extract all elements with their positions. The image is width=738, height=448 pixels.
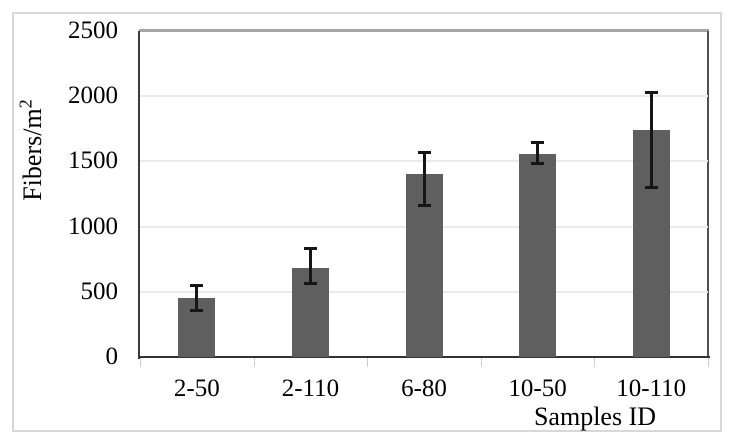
xtick-label-6-80: 6-80 [401, 375, 447, 402]
xtick-label-10-50: 10-50 [508, 375, 567, 402]
error-cap-top-6-80 [417, 150, 431, 154]
xtick-label-2-110: 2-110 [281, 375, 340, 402]
error-bar-2-110 [308, 250, 312, 282]
error-bar-6-80 [422, 153, 426, 204]
error-bar-10-50 [536, 143, 540, 163]
ytick-label-500: 500 [80, 277, 119, 305]
xtick-label-2-50: 2-50 [173, 375, 220, 402]
error-bar-2-50 [195, 287, 199, 310]
error-bar-10-110 [649, 93, 653, 186]
ytick-label-2500: 2500 [68, 17, 118, 44]
gridline [140, 95, 708, 98]
x-axis-title: Samples ID [533, 402, 657, 431]
error-cap-bottom-6-80 [417, 203, 431, 207]
xtick-label-10-110: 10-110 [616, 375, 687, 402]
plot-top-border [139, 29, 709, 32]
x-axis-line [138, 356, 710, 358]
error-cap-top-2-50 [190, 284, 204, 288]
x-boundary-tick [253, 358, 255, 367]
ytick-label-0: 0 [105, 343, 119, 370]
y-axis-title-superscript: 2 [15, 99, 36, 109]
error-cap-top-2-110 [303, 247, 317, 251]
error-cap-bottom-10-110 [644, 185, 658, 189]
plot-right-border [707, 31, 709, 357]
y-axis-title-text: Fibers/m2 [15, 99, 47, 201]
x-boundary-tick [594, 358, 596, 367]
x-boundary-tick [140, 358, 141, 367]
figure-border [12, 12, 722, 432]
ytick-label-2000: 2000 [68, 82, 118, 110]
error-cap-bottom-2-50 [190, 309, 204, 313]
y-axis-line [138, 31, 140, 359]
error-cap-top-10-110 [644, 90, 658, 94]
plot-area [140, 31, 708, 357]
error-cap-bottom-2-110 [303, 282, 317, 286]
x-boundary-tick [708, 358, 709, 367]
x-boundary-tick [367, 358, 369, 367]
bar-10-50 [519, 153, 557, 357]
ytick-label-1000: 1000 [68, 212, 118, 240]
error-cap-bottom-10-50 [531, 162, 545, 166]
ytick-label-1500: 1500 [68, 147, 118, 175]
error-cap-top-10-50 [531, 140, 545, 144]
x-boundary-tick [480, 358, 482, 367]
